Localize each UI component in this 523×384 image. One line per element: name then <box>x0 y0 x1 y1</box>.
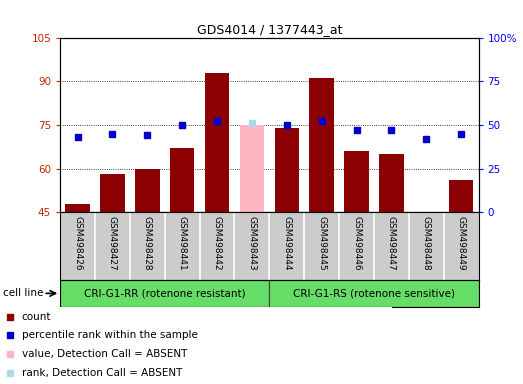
Text: GSM498444: GSM498444 <box>282 216 291 270</box>
Text: rank, Detection Call = ABSENT: rank, Detection Call = ABSENT <box>21 368 182 378</box>
Bar <box>269 280 479 307</box>
Text: GSM498449: GSM498449 <box>457 216 465 270</box>
Text: cell line: cell line <box>3 288 43 298</box>
Text: CRI-G1-RS (rotenone sensitive): CRI-G1-RS (rotenone sensitive) <box>293 288 455 298</box>
Text: GSM498427: GSM498427 <box>108 216 117 270</box>
Bar <box>205 73 229 212</box>
Text: GSM498445: GSM498445 <box>317 216 326 270</box>
Text: GSM498428: GSM498428 <box>143 216 152 270</box>
Text: GSM498441: GSM498441 <box>178 216 187 270</box>
Text: GSM498448: GSM498448 <box>422 216 431 270</box>
Bar <box>344 151 369 212</box>
Text: percentile rank within the sample: percentile rank within the sample <box>21 330 198 340</box>
Bar <box>170 148 195 212</box>
Text: GSM498443: GSM498443 <box>247 216 256 270</box>
Text: GSM498446: GSM498446 <box>352 216 361 270</box>
Text: CRI-G1-RR (rotenone resistant): CRI-G1-RR (rotenone resistant) <box>84 288 246 298</box>
Text: GSM498442: GSM498442 <box>212 216 222 270</box>
Text: GSM498447: GSM498447 <box>387 216 396 270</box>
Bar <box>240 125 264 212</box>
Bar <box>135 169 160 212</box>
Bar <box>60 280 269 307</box>
Bar <box>449 180 473 212</box>
Text: value, Detection Call = ABSENT: value, Detection Call = ABSENT <box>21 349 187 359</box>
Bar <box>379 154 404 212</box>
Bar <box>65 204 90 212</box>
Bar <box>275 128 299 212</box>
Text: GSM498426: GSM498426 <box>73 216 82 270</box>
Bar <box>100 174 124 212</box>
Title: GDS4014 / 1377443_at: GDS4014 / 1377443_at <box>197 23 342 36</box>
Text: count: count <box>21 311 51 321</box>
Bar <box>310 78 334 212</box>
